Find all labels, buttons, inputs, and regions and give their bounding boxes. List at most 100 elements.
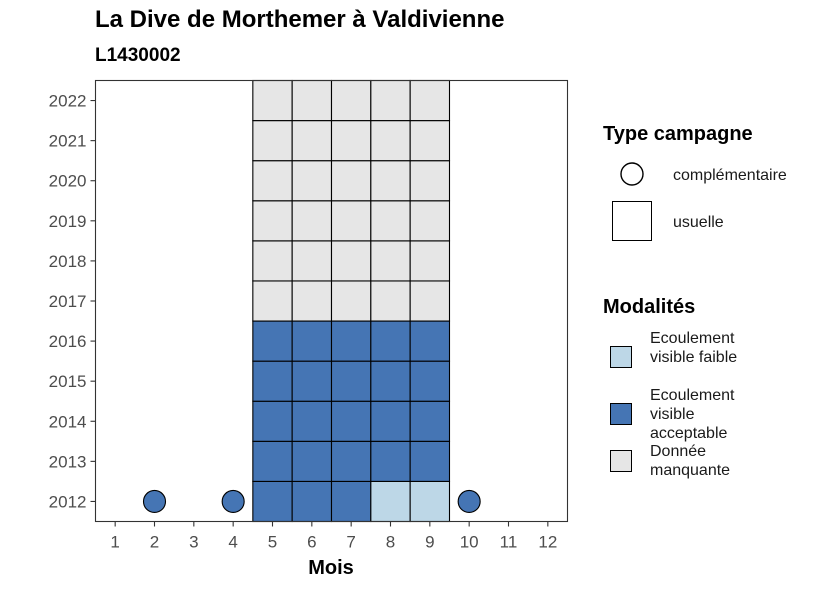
cell-2012-9 <box>409 480 451 523</box>
cell-2019-5 <box>252 200 293 242</box>
cell-2014-6 <box>291 400 333 442</box>
x-tick-label-2: 2 <box>150 533 159 552</box>
legend-swatch-manquante <box>610 450 632 472</box>
cell-2021-5 <box>252 120 293 162</box>
cell-2019-8 <box>370 200 411 242</box>
cell-2021-8 <box>370 120 411 162</box>
cell-2020-5 <box>252 160 293 202</box>
y-tick-label-2017: 2017 <box>49 292 87 311</box>
cell-2019-9 <box>409 200 451 242</box>
cell-2018-9 <box>409 240 451 282</box>
cell-2017-6 <box>291 280 333 322</box>
cell-2019-7 <box>330 200 372 242</box>
cell-2017-5 <box>252 280 293 322</box>
y-tick-label-2021: 2021 <box>49 132 87 151</box>
cell-2022-8 <box>370 79 411 122</box>
y-tick-label-2020: 2020 <box>49 172 87 191</box>
legend-square-key <box>612 201 652 241</box>
legend-circle-key <box>620 162 644 186</box>
x-tick-label-5: 5 <box>268 533 277 552</box>
chart-title: La Dive de Morthemer à Valdivienne <box>95 6 505 33</box>
cell-2016-9 <box>409 320 451 362</box>
y-tick-label-2014: 2014 <box>49 412 87 431</box>
x-tick-label-1: 1 <box>110 533 119 552</box>
x-tick-label-3: 3 <box>189 533 198 552</box>
cell-2013-7 <box>330 440 372 482</box>
cell-2020-9 <box>409 160 451 202</box>
cell-2014-5 <box>252 400 293 442</box>
x-tick-label-6: 6 <box>307 533 316 552</box>
cell-2022-7 <box>330 79 372 122</box>
y-tick-label-2012: 2012 <box>49 492 87 511</box>
point-2012-2 <box>142 489 167 514</box>
y-tick-label-2016: 2016 <box>49 332 87 351</box>
cell-2013-8 <box>370 440 411 482</box>
cell-2012-8 <box>370 480 411 523</box>
cell-2014-7 <box>330 400 372 442</box>
x-axis: 1 2 3 4 5 6 7 8 9 10 11 12 <box>110 521 557 552</box>
cell-2013-6 <box>291 440 333 482</box>
x-tick-label-8: 8 <box>386 533 395 552</box>
legend-modalite-title: Modalités <box>603 296 696 318</box>
y-axis: 2012 2013 2014 2015 2016 2017 2018 2019 2020 2021… <box>49 92 96 511</box>
cell-2013-5 <box>252 440 293 482</box>
cell-2020-6 <box>291 160 333 202</box>
x-tick-label-4: 4 <box>228 533 237 552</box>
cell-2014-8 <box>370 400 411 442</box>
cell-2017-8 <box>370 280 411 322</box>
cell-2012-6 <box>291 480 333 523</box>
cell-2016-5 <box>252 320 293 362</box>
cell-2014-9 <box>409 400 451 442</box>
cell-2012-7 <box>330 480 372 523</box>
cell-2017-7 <box>330 280 372 322</box>
y-tick-label-2022: 2022 <box>49 92 87 111</box>
y-tick-label-2018: 2018 <box>49 252 87 271</box>
cell-2019-6 <box>291 200 333 242</box>
cell-2013-9 <box>409 440 451 482</box>
cell-2015-8 <box>370 360 411 402</box>
x-tick-label-7: 7 <box>346 533 355 552</box>
y-tick-label-2013: 2013 <box>49 452 87 471</box>
cell-2021-7 <box>330 120 372 162</box>
cells-layer <box>142 79 481 523</box>
x-axis-title: Mois <box>308 557 354 579</box>
cell-2012-5 <box>252 480 293 523</box>
cell-2015-9 <box>409 360 451 402</box>
cell-2022-6 <box>291 79 333 122</box>
legend-modalite-label-manquante: Donnée manquante <box>650 443 731 479</box>
cell-2017-9 <box>409 280 451 322</box>
x-tick-label-9: 9 <box>425 533 434 552</box>
legend-modalite-label-acceptable: Ecoulement visible acceptable <box>650 387 735 442</box>
legend-swatch-acceptable <box>610 403 632 425</box>
legend-swatch-faible <box>610 346 632 368</box>
cell-2018-7 <box>330 240 372 282</box>
x-tick-label-12: 12 <box>538 533 557 552</box>
cell-2020-7 <box>330 160 372 202</box>
legend-type-label-complementaire: complémentaire <box>673 167 787 184</box>
cell-2016-6 <box>291 320 333 362</box>
point-2012-4 <box>221 489 245 514</box>
legend-type-label-usuelle: usuelle <box>673 214 724 231</box>
cell-2016-7 <box>330 320 372 362</box>
cell-2022-9 <box>409 79 451 122</box>
cell-2018-8 <box>370 240 411 282</box>
x-tick-label-11: 11 <box>500 533 518 552</box>
cell-2018-6 <box>291 240 333 282</box>
y-tick-label-2015: 2015 <box>49 372 87 391</box>
cell-2021-6 <box>291 120 333 162</box>
cell-2015-6 <box>291 360 333 402</box>
cell-2015-7 <box>330 360 372 402</box>
point-2012-10 <box>457 489 481 514</box>
cell-2022-5 <box>252 79 293 122</box>
cell-2015-5 <box>252 360 293 402</box>
x-tick-label-10: 10 <box>460 533 479 552</box>
chart-subtitle: L1430002 <box>95 45 181 66</box>
legend-type-title: Type campagne <box>603 123 753 145</box>
cell-2021-9 <box>409 120 451 162</box>
y-tick-label-2019: 2019 <box>49 212 87 231</box>
cell-2018-5 <box>252 240 293 282</box>
cell-2020-8 <box>370 160 411 202</box>
legend-modalite-label-faible: Ecoulement visible faible <box>650 330 738 366</box>
cell-2016-8 <box>370 320 411 362</box>
